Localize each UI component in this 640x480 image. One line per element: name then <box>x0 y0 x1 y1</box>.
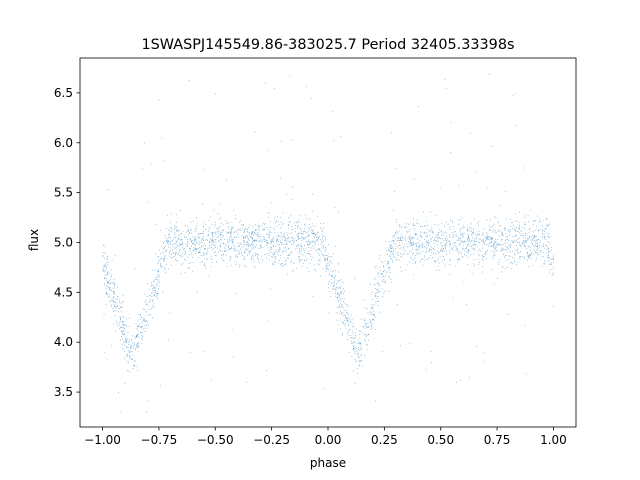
x-tick-label: −0.25 <box>253 433 290 447</box>
x-tick-label: −0.50 <box>197 433 234 447</box>
x-axis-label: phase <box>310 456 346 470</box>
x-tick-label: −0.75 <box>141 433 178 447</box>
y-tick-label: 4.5 <box>54 285 73 299</box>
x-tick-label: 0.00 <box>315 433 342 447</box>
y-tick-label: 3.5 <box>54 385 73 399</box>
x-tick-label: 0.25 <box>371 433 398 447</box>
data-points <box>102 73 554 413</box>
y-tick-label: 6.5 <box>54 86 73 100</box>
x-tick-label: 0.50 <box>427 433 454 447</box>
x-tick-label: 1.00 <box>540 433 567 447</box>
y-tick-label: 5.5 <box>54 186 73 200</box>
y-axis-label: flux <box>27 229 41 251</box>
chart-title: 1SWASPJ145549.86-383025.7 Period 32405.3… <box>142 37 515 53</box>
y-tick-label: 5.0 <box>54 236 73 250</box>
y-tick-label: 6.0 <box>54 136 73 150</box>
scatter-points <box>102 73 554 413</box>
x-tick-label: −1.00 <box>84 433 121 447</box>
axes: −1.00 −0.75 −0.50 −0.25 0.00 0.25 0.50 0.75 1.00… <box>54 57 577 447</box>
x-tick-label: 0.75 <box>484 433 511 447</box>
y-tick-label: 4.0 <box>54 335 73 349</box>
